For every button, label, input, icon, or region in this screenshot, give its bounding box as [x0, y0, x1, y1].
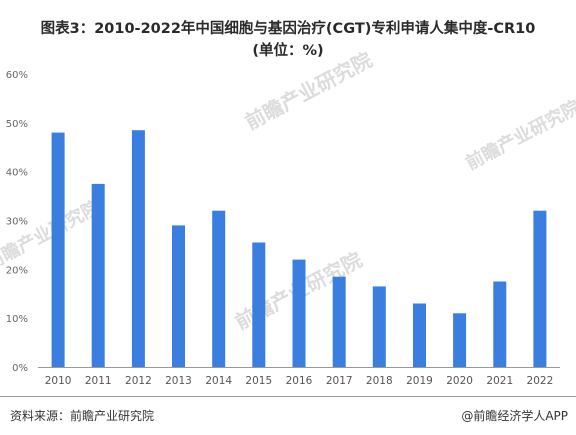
- y-tick-label: 30%: [6, 217, 28, 228]
- bar-2013: [172, 225, 185, 367]
- bar-2011: [91, 183, 105, 367]
- x-tick-label: 2021: [486, 375, 513, 387]
- x-tick-label: 2020: [446, 375, 473, 387]
- y-tick-label: 0%: [12, 363, 28, 374]
- x-tick-label: 2015: [245, 375, 272, 387]
- credit-note: @前瞻经济学人APP: [461, 409, 568, 423]
- y-axis-ticks: 0% 10% 20% 30% 40% 50% 60%: [6, 70, 28, 374]
- bar-2022: [533, 210, 547, 367]
- x-tick-label: 2012: [125, 375, 152, 387]
- x-tick-label: 2022: [527, 375, 554, 387]
- x-tick-label: 2017: [326, 375, 353, 387]
- bar-2018: [372, 286, 386, 367]
- bar-2014: [212, 210, 226, 367]
- bar-2017: [332, 276, 346, 367]
- y-tick-label: 50%: [6, 119, 28, 130]
- bar-2015: [252, 242, 266, 367]
- bar-2016: [292, 259, 306, 367]
- bar-chart: 前瞻产业研究院前瞻产业研究院前瞻产业研究院前瞻产业研究院 0% 10% 20% 30%…: [0, 47, 576, 387]
- x-tick-label: 2019: [406, 375, 433, 387]
- x-tick-label: 2011: [85, 375, 112, 387]
- bars: [51, 130, 547, 367]
- x-axis-ticks: 2010 2011 2012 2013 2014 2015 2016 2017 2018 2019…: [45, 375, 554, 387]
- y-tick-label: 10%: [6, 314, 28, 325]
- x-tick-label: 2014: [205, 375, 232, 387]
- y-tick-label: 20%: [6, 265, 28, 276]
- watermark-text: 前瞻产业研究院: [462, 96, 576, 175]
- chart-title: 图表3：2010-2022年中国细胞与基因治疗(CGT)专利申请人集中度-CR1…: [0, 18, 576, 62]
- bar-2010: [51, 132, 65, 367]
- watermark-layer: 前瞻产业研究院前瞻产业研究院前瞻产业研究院前瞻产业研究院: [0, 47, 576, 334]
- bar-2020: [453, 313, 467, 367]
- y-tick-label: 60%: [6, 70, 28, 81]
- x-tick-label: 2016: [286, 375, 313, 387]
- footer: 资料来源：前瞻产业研究院 @前瞻经济学人APP: [0, 396, 576, 435]
- bar-2021: [493, 281, 507, 367]
- x-tick-label: 2018: [366, 375, 393, 387]
- chart-title-line2: (单位：%): [252, 43, 324, 59]
- x-tick-label: 2013: [165, 375, 192, 387]
- bar-2019: [413, 303, 426, 367]
- bar-2012: [131, 130, 145, 367]
- source-note: 资料来源：前瞻产业研究院: [10, 409, 155, 423]
- x-tick-label: 2010: [45, 375, 72, 387]
- y-tick-label: 40%: [6, 168, 28, 179]
- chart-title-line1: 图表3：2010-2022年中国细胞与基因治疗(CGT)专利申请人集中度-CR1…: [40, 21, 536, 37]
